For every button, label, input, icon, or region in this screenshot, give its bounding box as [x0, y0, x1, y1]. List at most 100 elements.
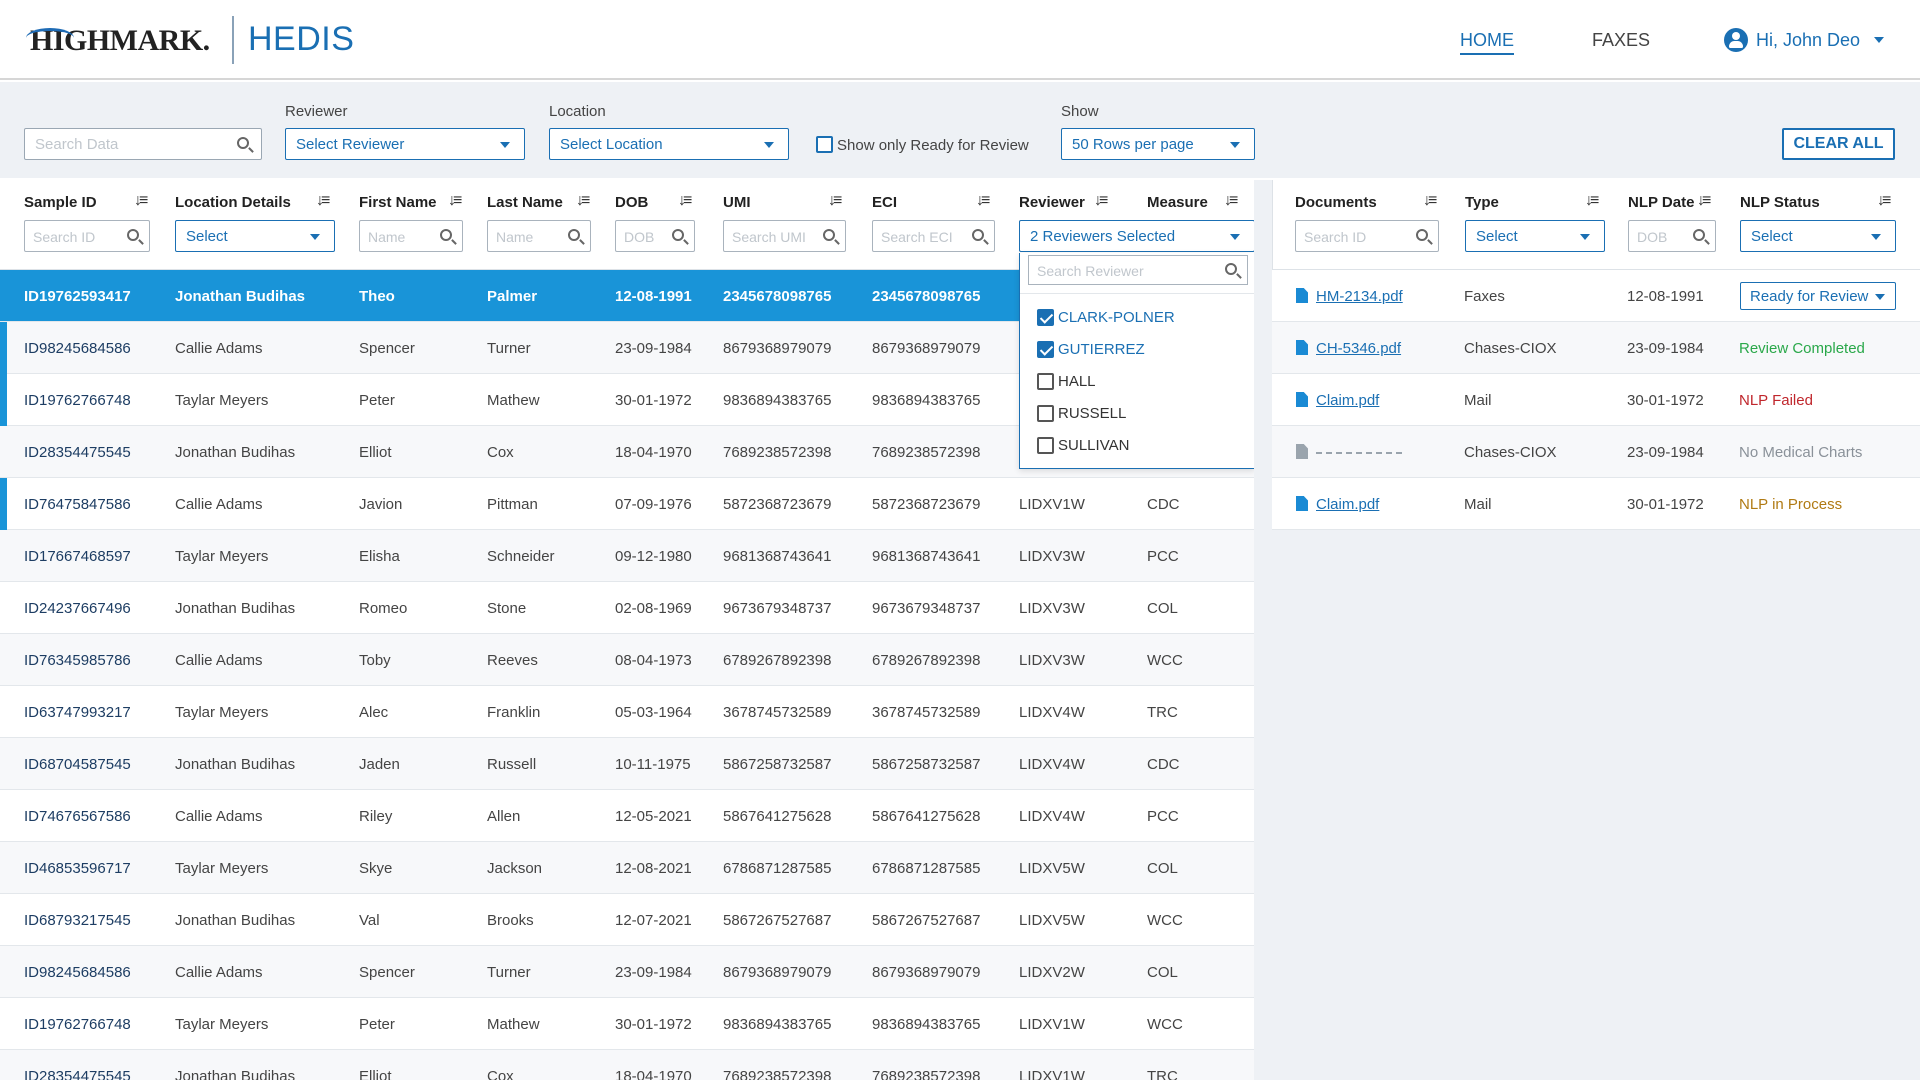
- col-eci[interactable]: ECI: [872, 194, 898, 211]
- cell-sample-id: ID74676567586: [24, 808, 131, 825]
- reviewer-option[interactable]: SULLIVAN: [1037, 435, 1129, 455]
- sort-icon[interactable]: ↓≡: [134, 192, 148, 209]
- documents-filter[interactable]: Search ID: [1295, 220, 1439, 252]
- nav-faxes[interactable]: FAXES: [1592, 30, 1651, 50]
- search-icon: [568, 229, 580, 241]
- reviewer-option[interactable]: HALL: [1037, 371, 1096, 391]
- document-row[interactable]: CH-5346.pdf Chases-CIOX 23-09-1984 Review C…: [1272, 322, 1920, 374]
- cell-first-name: Elliot: [359, 444, 392, 461]
- reviewer-search-input[interactable]: Search Reviewer: [1028, 255, 1248, 285]
- col-dob[interactable]: DOB: [615, 194, 649, 211]
- col-reviewer[interactable]: Reviewer: [1019, 194, 1085, 211]
- nav-home[interactable]: HOME: [1460, 30, 1514, 50]
- umi-filter[interactable]: Search UMI: [723, 220, 846, 252]
- last-name-filter[interactable]: Name: [487, 220, 591, 252]
- sort-icon[interactable]: ↓≡: [1224, 192, 1238, 209]
- sort-icon[interactable]: ↓≡: [1697, 192, 1711, 209]
- nlp-status-select[interactable]: Ready for Review: [1740, 282, 1896, 310]
- cell-eci: 8679368979079: [872, 964, 981, 981]
- checkbox-checked-icon[interactable]: [1037, 340, 1054, 358]
- document-row[interactable]: HM-2134.pdf Faxes 12-08-1991 Ready for Revi…: [1272, 270, 1920, 322]
- document-row[interactable]: Chases-CIOX 23-09-1984 No Medical Charts: [1272, 426, 1920, 478]
- location-filter-select[interactable]: Select: [175, 220, 335, 252]
- first-name-filter[interactable]: Name: [359, 220, 463, 252]
- table-row[interactable]: ID76345985786 Callie Adams Toby Reeves 08-04…: [0, 634, 1254, 686]
- cell-first-name: Spencer: [359, 340, 415, 357]
- table-row[interactable]: ID76475847586 Callie Adams Javion Pittman 07…: [0, 478, 1254, 530]
- reviewer-option[interactable]: GUTIERREZ: [1037, 339, 1145, 359]
- col-location[interactable]: Location Details: [175, 194, 291, 211]
- document-link[interactable]: CH-5346.pdf: [1316, 340, 1402, 357]
- cell-sample-id: ID19762593417: [24, 288, 131, 305]
- document-link[interactable]: Claim.pdf: [1316, 496, 1380, 513]
- table-row[interactable]: ID98245684586 Callie Adams Spencer Turner 23…: [0, 946, 1254, 998]
- row-indicator: [0, 478, 7, 530]
- sort-icon[interactable]: ↓≡: [678, 192, 692, 209]
- cell-measure: COL: [1147, 860, 1178, 877]
- col-documents[interactable]: Documents: [1295, 194, 1377, 211]
- cell-dob: 30-01-1972: [615, 392, 692, 409]
- cell-reviewer: LIDXV5W: [1019, 912, 1085, 929]
- nlp-status-filter-select[interactable]: Select: [1740, 220, 1896, 252]
- table-row[interactable]: ID17667468597 Taylar Meyers Elisha Schneide…: [0, 530, 1254, 582]
- highmark-logo[interactable]: HIGHMARK.: [26, 24, 210, 58]
- table-row[interactable]: ID46853596717 Taylar Meyers Skye Jackson 12-…: [0, 842, 1254, 894]
- sort-icon[interactable]: ↓≡: [976, 192, 990, 209]
- col-nlp-date[interactable]: NLP Date: [1628, 194, 1695, 211]
- nlp-date-filter[interactable]: DOB: [1628, 220, 1716, 252]
- reviewer-option[interactable]: RUSSELL: [1037, 403, 1126, 423]
- reviewer-filter-select[interactable]: 2 Reviewers Selected: [1019, 220, 1255, 252]
- sort-icon[interactable]: ↓≡: [1423, 192, 1437, 209]
- table-row[interactable]: ID68793217545 Jonathan Budihas Val Brooks 12…: [0, 894, 1254, 946]
- clear-all-button[interactable]: CLEAR ALL: [1782, 128, 1895, 160]
- col-type[interactable]: Type: [1465, 194, 1499, 211]
- table-row[interactable]: ID68704587545 Jonathan Budihas Jaden Russel…: [0, 738, 1254, 790]
- type-filter-select[interactable]: Select: [1465, 220, 1605, 252]
- checkbox-unchecked-icon[interactable]: [1037, 404, 1054, 422]
- col-nlp-status[interactable]: NLP Status: [1740, 194, 1820, 211]
- cell-dob: 23-09-1984: [615, 340, 692, 357]
- table-row[interactable]: ID74676567586 Callie Adams Riley Allen 12-05…: [0, 790, 1254, 842]
- table-row[interactable]: ID24237667496 Jonathan Budihas Romeo Stone 0…: [0, 582, 1254, 634]
- eci-filter-placeholder: Search ECI: [881, 229, 953, 245]
- col-measure[interactable]: Measure: [1147, 194, 1208, 211]
- checkbox-unchecked-icon[interactable]: [1037, 372, 1054, 390]
- rows-per-page-select[interactable]: 50 Rows per page: [1061, 128, 1255, 160]
- dob-filter[interactable]: DOB: [615, 220, 695, 252]
- sort-icon[interactable]: ↓≡: [316, 192, 330, 209]
- cell-reviewer: LIDXV1W: [1019, 496, 1085, 513]
- col-last-name[interactable]: Last Name: [487, 194, 563, 211]
- table-row[interactable]: ID28354475545 Jonathan Budihas Elliot Cox 18…: [0, 1050, 1254, 1080]
- col-umi[interactable]: UMI: [723, 194, 751, 211]
- document-link[interactable]: Claim.pdf: [1316, 392, 1380, 409]
- cell-dob: 12-08-2021: [615, 860, 692, 877]
- cell-reviewer: LIDXV3W: [1019, 548, 1085, 565]
- location-select[interactable]: Select Location: [549, 128, 789, 160]
- col-sample-id[interactable]: Sample ID: [24, 194, 97, 211]
- eci-filter[interactable]: Search ECI: [872, 220, 995, 252]
- cell-reviewer: LIDXV3W: [1019, 600, 1085, 617]
- ready-for-review-checkbox[interactable]: [816, 136, 833, 153]
- sort-icon[interactable]: ↓≡: [576, 192, 590, 209]
- reviewer-option[interactable]: CLARK-POLNER: [1037, 307, 1175, 327]
- reviewer-select[interactable]: Select Reviewer: [285, 128, 525, 160]
- document-link[interactable]: HM-2134.pdf: [1316, 288, 1403, 305]
- sample-id-filter[interactable]: Search ID: [24, 220, 150, 252]
- table-row[interactable]: ID63747993217 Taylar Meyers Alec Franklin 05…: [0, 686, 1254, 738]
- nlp-status: NLP in Process: [1739, 496, 1843, 513]
- document-row[interactable]: Claim.pdf Mail 30-01-1972 NLP Failed: [1272, 374, 1920, 426]
- checkbox-unchecked-icon[interactable]: [1037, 436, 1054, 454]
- search-data-input[interactable]: Search Data: [24, 128, 262, 160]
- search-icon: [237, 137, 249, 149]
- sort-icon[interactable]: ↓≡: [1877, 192, 1891, 209]
- sort-icon[interactable]: ↓≡: [448, 192, 462, 209]
- col-first-name[interactable]: First Name: [359, 194, 437, 211]
- sort-icon[interactable]: ↓≡: [828, 192, 842, 209]
- sort-icon[interactable]: ↓≡: [1094, 192, 1108, 209]
- sort-icon[interactable]: ↓≡: [1585, 192, 1599, 209]
- table-row[interactable]: ID19762766748 Taylar Meyers Peter Mathew 30-…: [0, 998, 1254, 1050]
- user-menu[interactable]: Hi, John Deo: [1724, 28, 1885, 52]
- cell-last-name: Palmer: [487, 288, 538, 305]
- document-row[interactable]: Claim.pdf Mail 30-01-1972 NLP in Process: [1272, 478, 1920, 530]
- checkbox-checked-icon[interactable]: [1037, 308, 1054, 326]
